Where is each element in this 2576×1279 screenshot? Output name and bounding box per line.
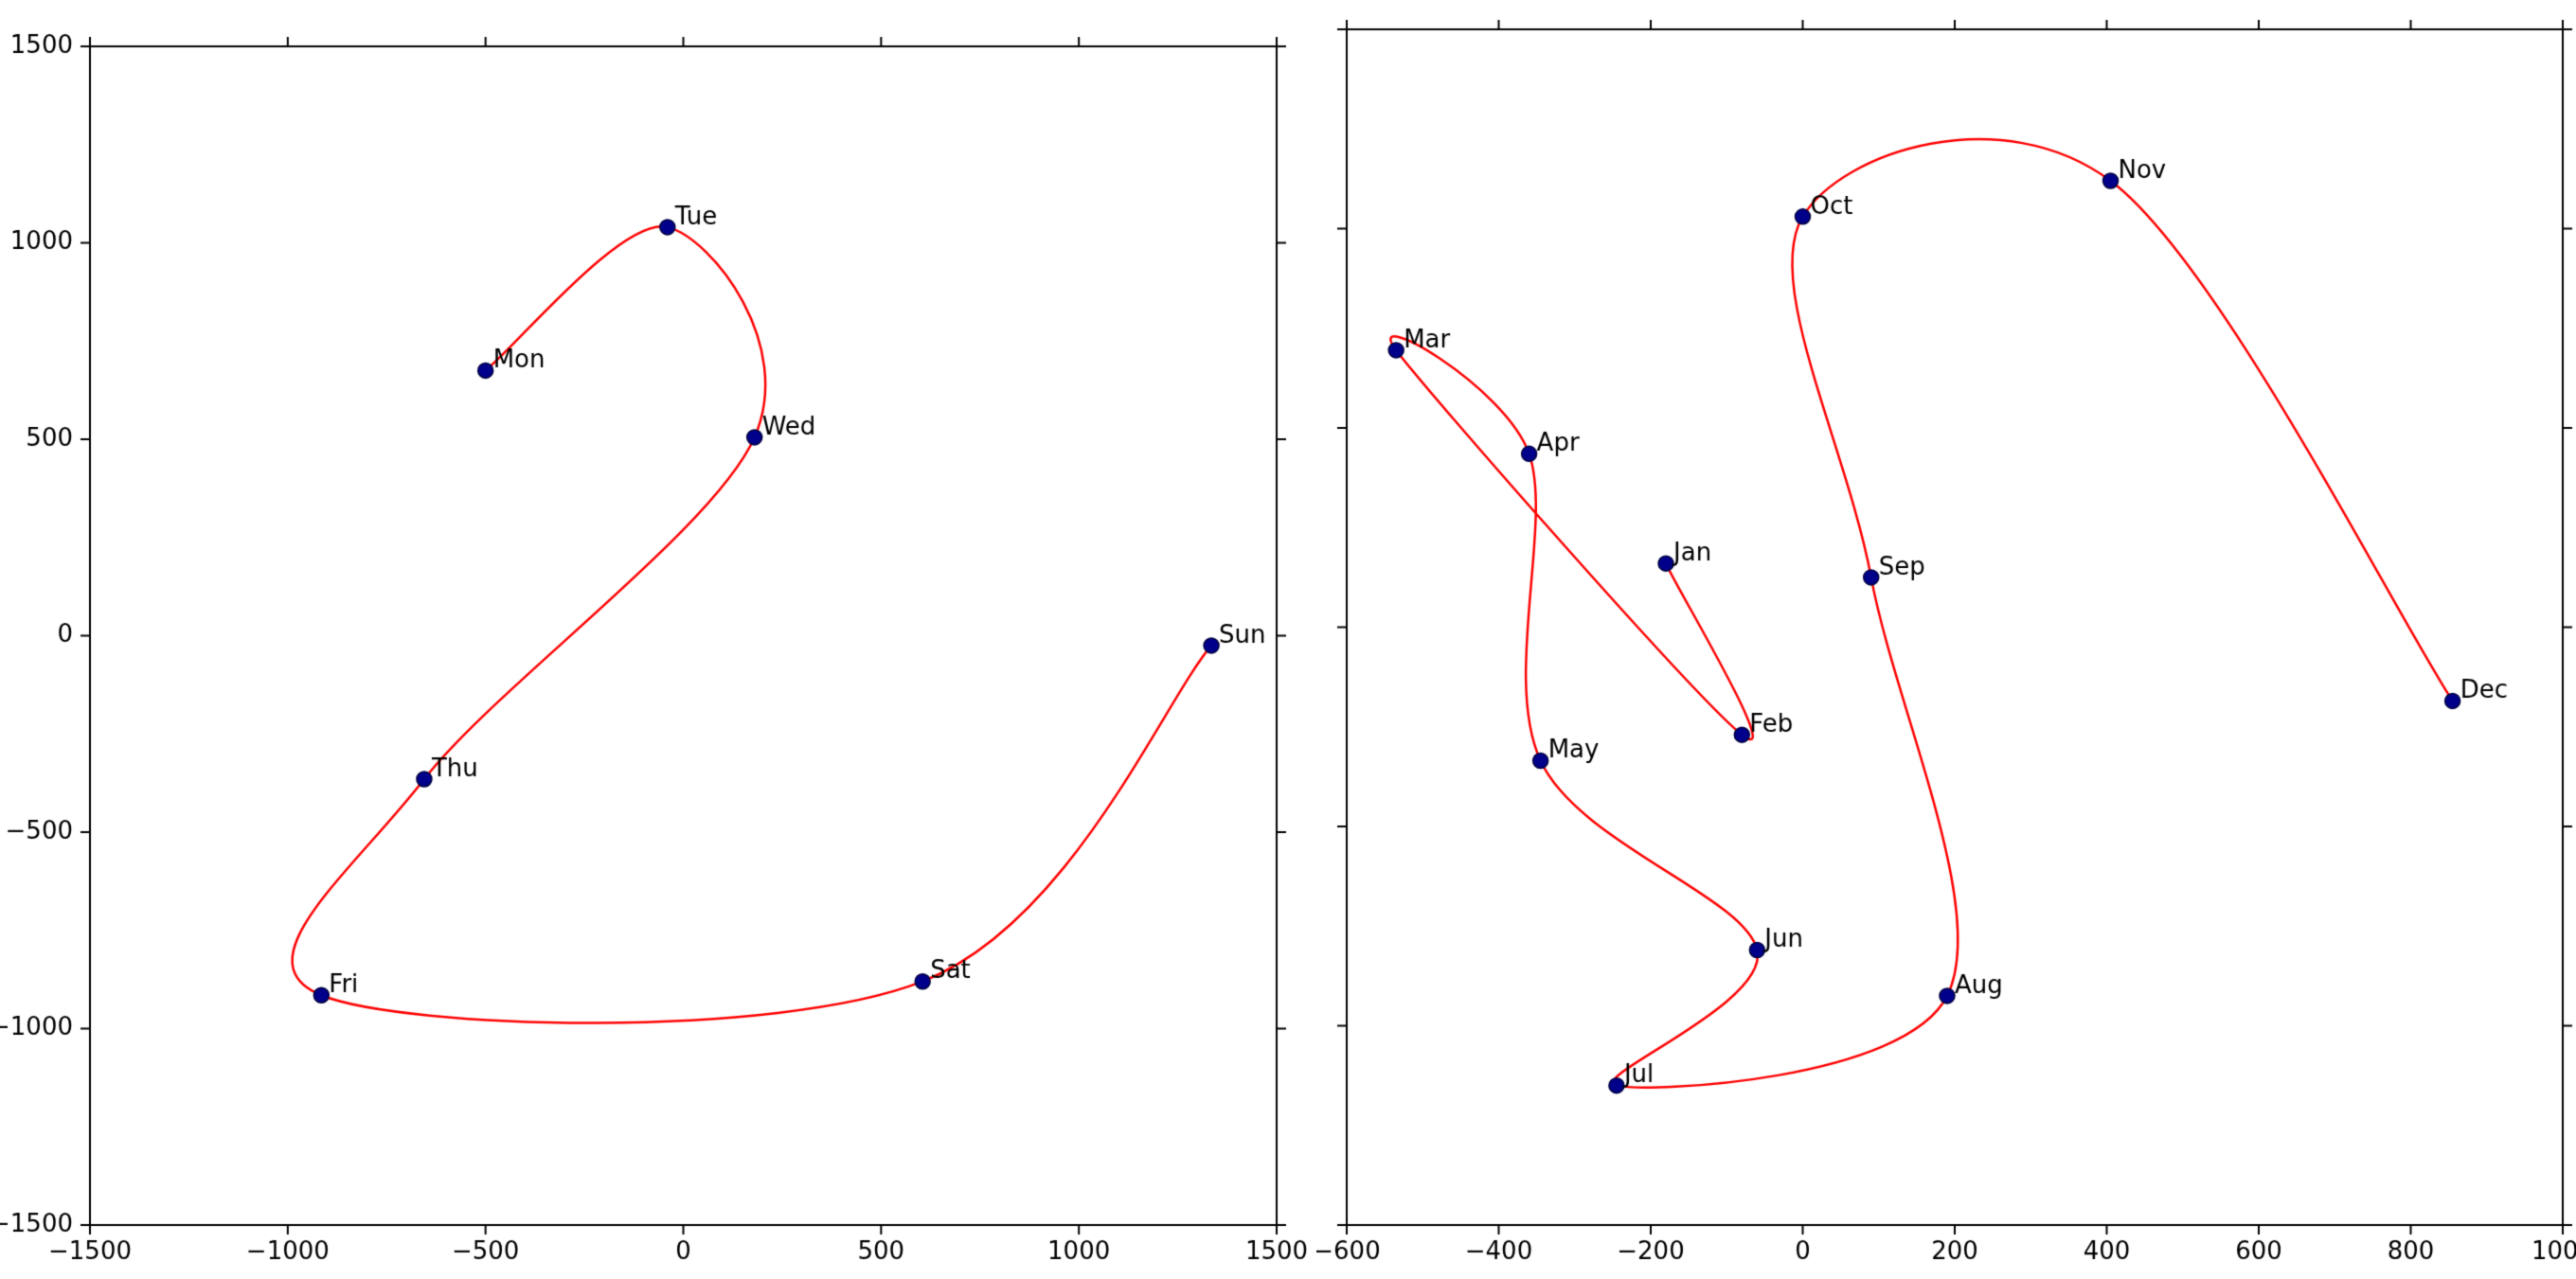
months-embedding-chart xyxy=(1316,0,2576,1279)
weekdays-embedding-chart xyxy=(0,0,1316,1279)
